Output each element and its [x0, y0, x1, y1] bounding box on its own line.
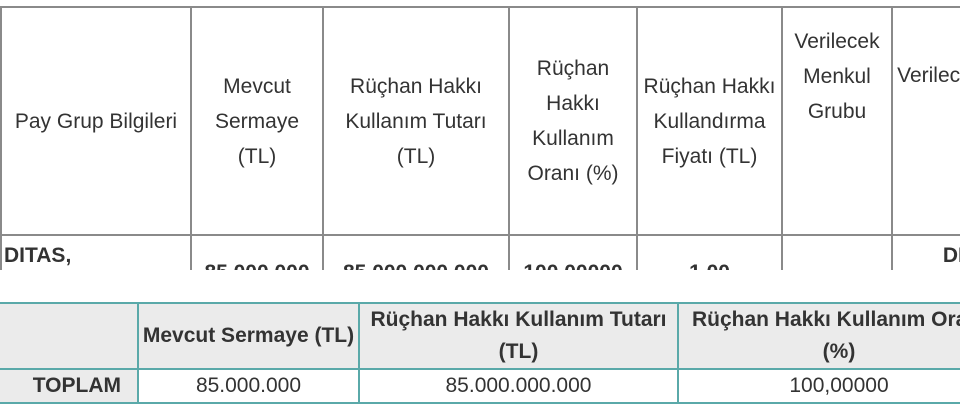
total-kullanim-orani: 100,00000 — [677, 368, 960, 404]
header-kullanim-tutari: Rüçhan Hakkı Kullanım Tutarı (TL) — [322, 6, 510, 236]
header-kullanim-orani: Rüçhan Hakkı Kullanım Oranı (%) — [508, 6, 638, 236]
cell-kullanim-orani: 100,00000 — [508, 234, 638, 270]
total-header-kullanim-tutari: Rüçhan Hakkı Kullanım Tutarı (TL) — [358, 302, 679, 370]
total-header-kullanim-orani: Rüçhan Hakkı Kullanım Oranı (%) — [677, 302, 960, 370]
header-row: Pay Grup Bilgileri Mevcut Sermaye (TL) R… — [0, 6, 960, 236]
share-group-table-container: Pay Grup Bilgileri Mevcut Sermaye (TL) R… — [0, 6, 960, 270]
total-row: TOPLAM 85.000.000 85.000.000.000 100,000… — [0, 368, 960, 404]
table-row: DITAS, TRADITAS91H8 85.000.000 85.000.00… — [0, 234, 960, 270]
header-menkul-grubu: Verilecek Menkul Grubu — [781, 6, 893, 236]
header-mevcut-sermaye: Mevcut Sermaye (TL) — [190, 6, 324, 236]
cell-mevcut-sermaye: 85.000.000 — [190, 234, 324, 270]
total-header-empty — [0, 302, 139, 370]
total-table: Mevcut Sermaye (TL) Rüçhan Hakkı Kullanı… — [0, 302, 960, 404]
cell-kullandirma-fiyati: 1,00 — [636, 234, 783, 270]
total-mevcut-sermaye: 85.000.000 — [137, 368, 360, 404]
header-pay-grup: Pay Grup Bilgileri — [0, 6, 192, 236]
cell-pay-grup: DITAS, TRADITAS91H8 — [0, 234, 192, 270]
cell-menkul-grubu — [781, 234, 893, 270]
share-group-table: Pay Grup Bilgileri Mevcut Sermaye (TL) R… — [0, 6, 960, 270]
cell-kullanim-tutari: 85.000.000.000 — [322, 234, 510, 270]
total-kullanim-tutari: 85.000.000.000 — [358, 368, 679, 404]
cell-verilecek-menkul: DITAS, TRADITAS91H8 — [891, 234, 960, 270]
header-verilecek-menkul: Verilecek Menkul — [891, 6, 960, 236]
total-header-row: Mevcut Sermaye (TL) Rüçhan Hakkı Kullanı… — [0, 302, 960, 370]
total-label: TOPLAM — [0, 368, 139, 404]
total-header-mevcut-sermaye: Mevcut Sermaye (TL) — [137, 302, 360, 370]
header-kullandirma-fiyati: Rüçhan Hakkı Kullandırma Fiyatı (TL) — [636, 6, 783, 236]
